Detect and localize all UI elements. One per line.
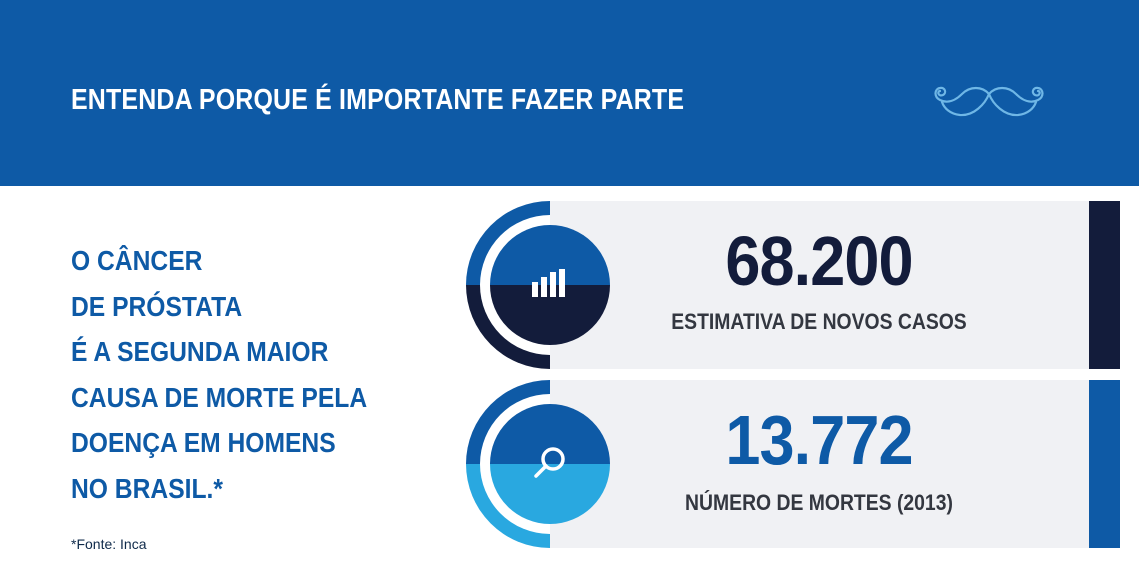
statement-line: É A SEGUNDA MAIOR bbox=[71, 336, 329, 367]
statement-line: O CÂNCER bbox=[71, 245, 203, 276]
stat-accent-bar bbox=[1089, 380, 1120, 548]
bar-chart-icon bbox=[532, 269, 565, 297]
stat-value: 68.200 bbox=[725, 222, 913, 300]
stat-badge-new-cases bbox=[466, 201, 610, 369]
statement-line: DOENÇA EM HOMENS bbox=[71, 427, 336, 458]
stat-badge-deaths bbox=[466, 380, 610, 548]
stat-label: NÚMERO DE MORTES (2013) bbox=[685, 490, 953, 515]
statement-line: NO BRASIL.* bbox=[71, 472, 223, 504]
stat-label: ESTIMATIVA DE NOVOS CASOS bbox=[671, 309, 967, 334]
statement-line: DE PRÓSTATA bbox=[71, 290, 243, 322]
statement-text: O CÂNCER DE PRÓSTATA É A SEGUNDA MAIOR C… bbox=[71, 238, 367, 511]
stat-value: 13.772 bbox=[725, 401, 913, 479]
magnifier-icon bbox=[534, 447, 565, 478]
stat-card-new-cases: 68.200 ESTIMATIVA DE NOVOS CASOS bbox=[548, 201, 1090, 369]
page-title: ENTENDA PORQUE É IMPORTANTE FAZER PARTE bbox=[71, 84, 685, 116]
header-banner: ENTENDA PORQUE É IMPORTANTE FAZER PARTE bbox=[0, 0, 1139, 186]
mustache-icon bbox=[934, 86, 1044, 117]
statement-line: CAUSA DE MORTE PELA bbox=[71, 381, 368, 413]
stat-accent-bar bbox=[1089, 201, 1120, 369]
stat-card-deaths: 13.772 NÚMERO DE MORTES (2013) bbox=[548, 380, 1090, 548]
source-note: *Fonte: Inca bbox=[71, 536, 147, 552]
